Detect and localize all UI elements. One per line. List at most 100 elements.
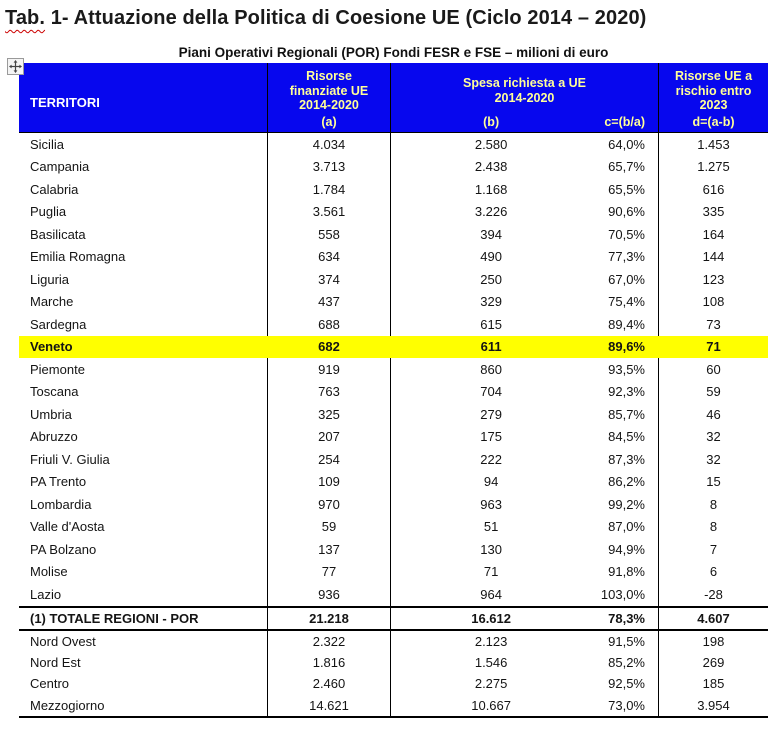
- cell-spesa-richiesta-bc: 964 103,0%: [390, 583, 658, 606]
- por-fesr-fse-table: TERRITORI Risorse finanziate UE 2014-202…: [19, 63, 768, 719]
- cell-risorse-rischio-d: 185: [658, 673, 768, 695]
- cell-risorse-finanziate-a: 254: [267, 448, 390, 471]
- header-col-c-formula: c=(b/a): [604, 115, 645, 129]
- cell-spesa-b: 3.226: [474, 204, 508, 220]
- cell-spesa-richiesta-bc: 1.168 65,5%: [390, 178, 658, 201]
- cell-spesa-richiesta-bc: 3.226 90,6%: [390, 200, 658, 223]
- cell-spesa-b: 2.123: [474, 633, 508, 649]
- cell-territorio: Sicilia: [30, 136, 64, 152]
- cell-risorse-finanziate-a: 59: [267, 515, 390, 538]
- table-header-row: TERRITORI Risorse finanziate UE 2014-202…: [19, 63, 768, 133]
- cell-spesa-richiesta-bc: 250 67,0%: [390, 268, 658, 291]
- header-spesa-richiesta-lines: Spesa richiesta a UE 2014-2020: [463, 76, 586, 105]
- cell-risorse-rischio-d: 8: [658, 493, 768, 516]
- cell-risorse-finanziate-a: 1.816: [267, 651, 390, 674]
- cell-spesa-b: 279: [480, 406, 502, 422]
- cell-risorse-rischio-d: 60: [658, 358, 768, 381]
- header-bc-formulas: (b) c=(b/a): [391, 115, 658, 129]
- cell-percent-c: 93,5%: [608, 361, 645, 377]
- cell-territorio: (1) TOTALE REGIONI - POR: [30, 610, 199, 626]
- table-row-1-totale-regioni-por: (1) TOTALE REGIONI - POR 21.218 16.612 78,3…: [19, 605, 768, 631]
- title-rest: 1- Attuazione della Politica di Coesione…: [45, 7, 647, 29]
- table-row-lazio: Lazio 936 964 103,0% -28: [19, 583, 768, 606]
- table-row-calabria: Calabria 1.784 1.168 65,5% 616: [19, 178, 768, 201]
- table-row-umbria: Umbria 325 279 85,7% 46: [19, 403, 768, 426]
- header-risorse-rischio-lines: Risorse UE a rischio entro 2023: [674, 69, 753, 112]
- cell-spesa-richiesta-bc: 615 89,4%: [390, 313, 658, 336]
- cell-risorse-rischio-d: 73: [658, 313, 768, 336]
- cell-risorse-finanziate-a: 3.561: [267, 200, 390, 223]
- cell-percent-c: 91,5%: [608, 633, 645, 649]
- cell-percent-c: 92,3%: [608, 384, 645, 400]
- cell-risorse-finanziate-a: 1.784: [267, 178, 390, 201]
- cell-percent-c: 92,5%: [608, 676, 645, 692]
- cell-spesa-richiesta-bc: 2.580 64,0%: [390, 133, 658, 156]
- cell-risorse-finanziate-a: 936: [267, 583, 390, 606]
- cell-percent-c: 87,3%: [608, 451, 645, 467]
- cell-percent-c: 90,6%: [608, 204, 645, 220]
- table-row-emilia-romagna: Emilia Romagna 634 490 77,3% 144: [19, 245, 768, 268]
- cell-risorse-finanziate-a: 688: [267, 313, 390, 336]
- cell-territorio: Sardegna: [30, 316, 87, 332]
- cell-spesa-richiesta-bc: 94 86,2%: [390, 470, 658, 493]
- cell-spesa-b: 963: [480, 496, 502, 512]
- cell-territorio: Mezzogiorno: [30, 697, 105, 713]
- table-move-handle-icon[interactable]: [7, 58, 24, 75]
- header-risorse-finanziate-lines: Risorse finanziate UE 2014-2020: [289, 69, 369, 112]
- table-row-nord-est: Nord Est 1.816 1.546 85,2% 269: [19, 651, 768, 674]
- table-row-piemonte: Piemonte 919 860 93,5% 60: [19, 358, 768, 381]
- cell-percent-c: 67,0%: [608, 271, 645, 287]
- cell-risorse-rischio-d: 164: [658, 223, 768, 246]
- cell-territorio: Calabria: [30, 181, 79, 197]
- header-col-d-formula: d=(a-b): [692, 114, 735, 129]
- cell-risorse-finanziate-a: 77: [267, 560, 390, 583]
- page-title: Tab. 1- Attuazione della Politica di Coe…: [5, 7, 771, 30]
- cell-percent-c: 65,7%: [608, 159, 645, 175]
- cell-spesa-richiesta-bc: 963 99,2%: [390, 493, 658, 516]
- cell-spesa-b: 222: [480, 451, 502, 467]
- cell-risorse-finanziate-a: 682: [267, 335, 390, 358]
- cell-territorio: Emilia Romagna: [30, 249, 126, 265]
- cell-territorio: Toscana: [30, 384, 79, 400]
- cell-territorio: Veneto: [30, 339, 73, 355]
- cell-percent-c: 103,0%: [600, 586, 645, 602]
- cell-risorse-finanziate-a: 14.621: [267, 694, 390, 717]
- cell-risorse-finanziate-a: 634: [267, 245, 390, 268]
- table-row-nord-ovest: Nord Ovest 2.322 2.123 91,5% 198: [19, 630, 768, 652]
- cell-risorse-rischio-d: 46: [658, 403, 768, 426]
- table-row-friuli-v-giulia: Friuli V. Giulia 254 222 87,3% 32: [19, 448, 768, 471]
- cell-risorse-rischio-d: 198: [658, 630, 768, 652]
- cell-territorio: Molise: [30, 564, 68, 580]
- cell-risorse-rischio-d: 269: [658, 651, 768, 674]
- table-row-abruzzo: Abruzzo 207 175 84,5% 32: [19, 425, 768, 448]
- cell-percent-c: 85,7%: [608, 406, 645, 422]
- cell-spesa-richiesta-bc: 611 89,6%: [390, 335, 658, 358]
- cell-spesa-richiesta-bc: 279 85,7%: [390, 403, 658, 426]
- cell-spesa-b: 860: [480, 361, 502, 377]
- cell-territorio: Lombardia: [30, 496, 92, 512]
- cell-territorio: Friuli V. Giulia: [30, 451, 110, 467]
- cell-risorse-rischio-d: 335: [658, 200, 768, 223]
- header-spesa-richiesta: Spesa richiesta a UE 2014-2020 (b) c=(b/…: [390, 63, 658, 132]
- cell-spesa-richiesta-bc: 16.612 78,3%: [390, 607, 658, 629]
- cell-territorio: PA Bolzano: [30, 541, 97, 557]
- table-row-pa-trento: PA Trento 109 94 86,2% 15: [19, 470, 768, 493]
- table-row-toscana: Toscana 763 704 92,3% 59: [19, 380, 768, 403]
- cell-spesa-richiesta-bc: 394 70,5%: [390, 223, 658, 246]
- table-row-liguria: Liguria 374 250 67,0% 123: [19, 268, 768, 291]
- table-row-basilicata: Basilicata 558 394 70,5% 164: [19, 223, 768, 246]
- cell-risorse-rischio-d: 4.607: [658, 607, 768, 629]
- cell-spesa-b: 51: [483, 519, 499, 535]
- cell-spesa-b: 329: [480, 294, 502, 310]
- cell-percent-c: 85,2%: [608, 655, 645, 671]
- cell-spesa-richiesta-bc: 1.546 85,2%: [390, 651, 658, 674]
- header-col-a-formula: (a): [321, 114, 337, 129]
- cell-spesa-b: 175: [480, 429, 502, 445]
- cell-spesa-richiesta-bc: 329 75,4%: [390, 290, 658, 313]
- cell-spesa-richiesta-bc: 51 87,0%: [390, 515, 658, 538]
- table-row-pa-bolzano: PA Bolzano 137 130 94,9% 7: [19, 538, 768, 561]
- cell-risorse-finanziate-a: 325: [267, 403, 390, 426]
- cell-risorse-rischio-d: 59: [658, 380, 768, 403]
- cell-spesa-richiesta-bc: 10.667 73,0%: [390, 694, 658, 717]
- cell-spesa-b: 71: [483, 564, 499, 580]
